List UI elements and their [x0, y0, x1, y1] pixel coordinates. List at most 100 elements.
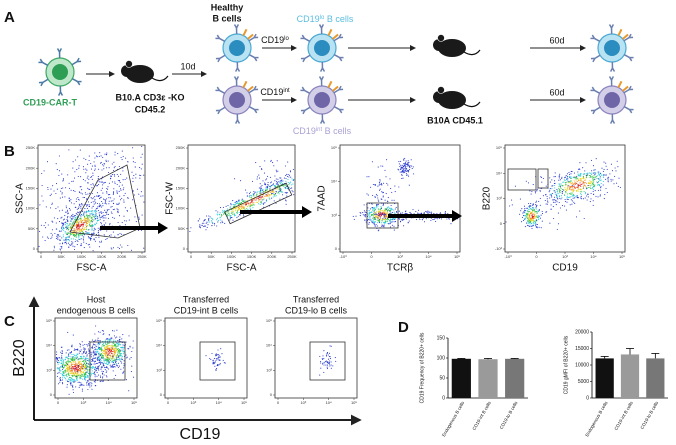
- event-dot: [374, 221, 376, 223]
- event-dot: [538, 215, 540, 217]
- event-dot: [407, 174, 409, 176]
- event-dot: [386, 213, 388, 215]
- event-dot: [404, 169, 406, 172]
- event-dot: [400, 213, 402, 215]
- event-dot: [232, 210, 234, 212]
- event-dot: [375, 223, 377, 226]
- event-dot: [393, 229, 395, 231]
- event-dot: [326, 352, 328, 354]
- event-dot: [212, 218, 214, 220]
- event-dot: [49, 207, 52, 209]
- event-dot: [106, 344, 108, 346]
- event-dot: [550, 204, 552, 206]
- event-dot: [113, 208, 115, 210]
- event-dot: [611, 170, 614, 172]
- event-dot: [536, 227, 538, 229]
- event-dot: [88, 155, 90, 157]
- event-dot: [382, 196, 384, 198]
- event-dot: [387, 184, 389, 186]
- event-dot: [61, 192, 63, 194]
- event-dot: [123, 365, 125, 367]
- event-dot: [290, 184, 292, 186]
- event-dot: [87, 345, 89, 347]
- event-dot: [319, 355, 321, 357]
- event-dot: [212, 363, 214, 365]
- event-dot: [373, 222, 375, 224]
- mouse-tail: [151, 75, 169, 82]
- event-dot: [94, 157, 96, 159]
- event-dot: [109, 345, 111, 347]
- event-dot: [119, 336, 121, 338]
- event-dot: [105, 159, 107, 161]
- event-dot: [64, 230, 66, 233]
- event-dot: [73, 235, 75, 237]
- event-dot: [374, 217, 376, 219]
- event-dot: [529, 222, 531, 224]
- event-dot: [77, 373, 79, 375]
- event-dot: [123, 360, 125, 362]
- event-dot: [387, 200, 389, 202]
- event-dot: [269, 188, 271, 190]
- event-dot: [364, 216, 366, 218]
- event-dot: [408, 220, 410, 222]
- event-dot: [278, 188, 280, 191]
- receptor-arm: [39, 58, 44, 63]
- event-dot: [59, 197, 61, 199]
- event-dot: [80, 192, 82, 194]
- event-dot: [269, 198, 271, 200]
- event-dot: [391, 221, 393, 223]
- event-dot: [121, 346, 123, 348]
- event-dot: [92, 201, 94, 203]
- event-dot: [104, 363, 106, 365]
- event-dot: [99, 216, 101, 219]
- event-dot: [70, 238, 73, 240]
- event-dot: [326, 366, 328, 368]
- event-dot: [618, 177, 620, 179]
- event-dot: [79, 376, 81, 378]
- event-dot: [227, 204, 229, 207]
- event-dot: [121, 338, 123, 340]
- event-dot: [72, 391, 75, 394]
- event-dot: [113, 335, 115, 337]
- receptor-arm: [320, 76, 325, 81]
- event-dot: [86, 214, 88, 216]
- receptor: [304, 54, 311, 60]
- event-dot: [216, 354, 218, 356]
- event-dot: [262, 196, 264, 199]
- event-dot: [79, 351, 81, 353]
- event-dot: [235, 204, 237, 206]
- event-dot: [220, 222, 222, 224]
- event-dot: [259, 191, 262, 193]
- panel-label: A: [4, 9, 15, 26]
- event-dot: [111, 365, 113, 367]
- event-dot: [70, 202, 73, 204]
- event-dot: [108, 360, 110, 362]
- event-dot: [136, 188, 139, 190]
- event-dot: [45, 206, 47, 208]
- event-dot: [78, 218, 80, 220]
- event-dot: [76, 377, 78, 379]
- event-dot: [222, 210, 224, 212]
- event-dot: [39, 204, 41, 206]
- event-dot: [384, 199, 386, 201]
- tick-label: 10⁵: [241, 400, 247, 405]
- event-dot: [84, 180, 86, 182]
- event-dot: [85, 376, 87, 378]
- event-dot: [527, 207, 529, 209]
- event-dot: [579, 188, 581, 190]
- event-dot: [105, 350, 107, 352]
- event-dot: [97, 367, 100, 369]
- event-dot: [381, 220, 383, 222]
- event-dot: [97, 348, 100, 350]
- y-tick-label: 10000: [575, 362, 589, 368]
- event-dot: [98, 234, 100, 236]
- event-dot: [113, 188, 115, 190]
- event-dot: [532, 221, 534, 223]
- event-dot: [565, 189, 567, 191]
- event-dot: [590, 198, 592, 200]
- event-dot: [110, 366, 112, 368]
- event-dot: [582, 175, 584, 177]
- event-dot: [545, 203, 547, 205]
- event-dot: [74, 217, 76, 219]
- event-dot: [555, 196, 558, 198]
